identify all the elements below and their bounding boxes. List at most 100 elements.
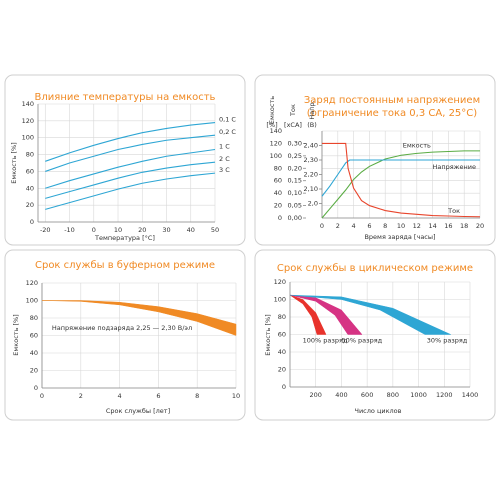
series-line	[45, 172, 216, 210]
x-tick-label: 20	[476, 222, 484, 230]
y2-tick-label: 0,10	[288, 189, 302, 197]
x-tick-label: -20	[40, 226, 51, 234]
series-label: 30% разряд	[427, 337, 468, 345]
y-tick-label: 0	[34, 384, 38, 392]
series-label: 100% разряд	[303, 337, 348, 345]
series-label: Напряжение	[433, 163, 477, 171]
x-axis-label: Время заряда [часы]	[364, 233, 435, 241]
x-tick-label: 8	[195, 392, 199, 400]
y-tick-label: 120	[274, 278, 286, 286]
y-tick-label: 60	[274, 177, 282, 185]
y2-tick-label: 0,30	[288, 139, 302, 147]
series-line	[321, 150, 480, 219]
x-tick-label: 20	[138, 226, 146, 234]
x-axis-label: Срок службы [лет]	[106, 407, 170, 415]
x-tick-label: 800	[387, 391, 399, 399]
x-tick-label: 1000	[410, 391, 427, 399]
y-tick-label: 80	[274, 164, 282, 172]
x-tick-label: 4	[118, 392, 122, 400]
y-tick-label: 80	[278, 313, 286, 321]
series-label: 50% разряд	[342, 337, 383, 345]
x-tick-label: 2	[79, 392, 83, 400]
y-axis-unit: [xCA]	[284, 121, 302, 129]
y3-tick-label: 2,0	[308, 200, 318, 208]
y-tick-label: 60	[30, 332, 38, 340]
y-tick-label: 100	[274, 296, 286, 304]
y-axis-label: Емкость [%]	[12, 314, 20, 355]
annotation: Напряжение подзаряда 2,25 — 2,30 В/эл	[52, 324, 192, 332]
x-tick-label: 600	[361, 391, 373, 399]
x-tick-label: 10	[397, 222, 405, 230]
y-axis-label: Емкость [%]	[10, 142, 18, 183]
series-band	[41, 300, 237, 336]
x-tick-label: 1200	[436, 391, 453, 399]
x-tick-label: 40	[187, 226, 195, 234]
x-tick-label: 10	[114, 226, 122, 234]
y-axis-unit: [%]	[266, 121, 277, 129]
y-axis-label: Емкость [%]	[264, 314, 272, 355]
y-tick-label: 120	[26, 279, 38, 287]
series-band	[289, 294, 363, 335]
x-tick-label: -10	[64, 226, 75, 234]
x-tick-label: 16	[444, 222, 452, 230]
y-tick-label: 140	[270, 127, 282, 135]
chart-title: Заряд постоянным напряжением	[304, 95, 480, 106]
y3-tick-label: 2,40	[304, 142, 318, 150]
x-tick-label: 6	[367, 222, 371, 230]
x-tick-label: 14	[428, 222, 436, 230]
y-tick-label: 40	[26, 184, 34, 192]
series-line	[45, 121, 216, 162]
series-line	[322, 142, 481, 218]
chart-title: Срок службы в циклическом режиме	[277, 263, 473, 274]
series-band	[289, 294, 327, 335]
y-tick-label: 20	[278, 366, 286, 374]
y-tick-label: 100	[270, 152, 282, 160]
series-label: 0,1 C	[219, 116, 236, 124]
x-tick-label: 2	[336, 222, 340, 230]
y2-tick-label: 0,20	[288, 164, 302, 172]
series-label: 0,2 C	[219, 128, 236, 136]
y-tick-label: 40	[274, 189, 282, 197]
x-axis-label: Температура [°C]	[94, 234, 155, 242]
x-tick-label: 30	[162, 226, 170, 234]
y-tick-label: 140	[22, 100, 34, 108]
y-tick-label: 60	[26, 167, 34, 175]
y-tick-label: 100	[26, 297, 38, 305]
x-tick-label: 1400	[462, 391, 479, 399]
panel	[4, 249, 246, 421]
y3-tick-label: 2,30	[304, 156, 318, 164]
x-tick-label: 400	[335, 391, 347, 399]
x-tick-label: 0	[40, 392, 44, 400]
x-tick-label: 0	[320, 222, 324, 230]
y2-tick-label: 0,00	[288, 214, 302, 222]
panel	[4, 74, 246, 246]
x-tick-label: 18	[460, 222, 468, 230]
y-tick-label: 100	[22, 134, 34, 142]
x-tick-label: 10	[232, 392, 240, 400]
y-tick-label: 60	[278, 331, 286, 339]
y-tick-label: 0	[282, 383, 286, 391]
series-label: Ток	[447, 207, 460, 215]
y-tick-label: 80	[26, 151, 34, 159]
series-label: 2 C	[219, 155, 230, 163]
x-tick-label: 200	[310, 391, 322, 399]
x-tick-label: 12	[413, 222, 421, 230]
series-label: 1 C	[219, 143, 230, 151]
y3-tick-label: 2,10	[304, 185, 318, 193]
series-label: 3 C	[219, 166, 230, 174]
y-tick-label: 120	[270, 139, 282, 147]
y-tick-label: 80	[30, 314, 38, 322]
y-axis-label: Напр.	[308, 100, 316, 119]
x-tick-label: 0	[92, 226, 96, 234]
y-tick-label: 120	[22, 117, 34, 125]
series-line	[321, 159, 480, 197]
y-axis-label: Ток	[289, 104, 297, 117]
x-axis-label: Число циклов	[355, 407, 402, 415]
y-tick-label: 0	[278, 214, 282, 222]
x-tick-label: 4	[352, 222, 356, 230]
y3-tick-label: 2,20	[304, 171, 318, 179]
y2-tick-label: 0,25	[288, 152, 302, 160]
y-axis-label: Емкость	[268, 96, 276, 124]
panel	[254, 249, 496, 421]
y2-tick-label: 0,05	[288, 202, 302, 210]
